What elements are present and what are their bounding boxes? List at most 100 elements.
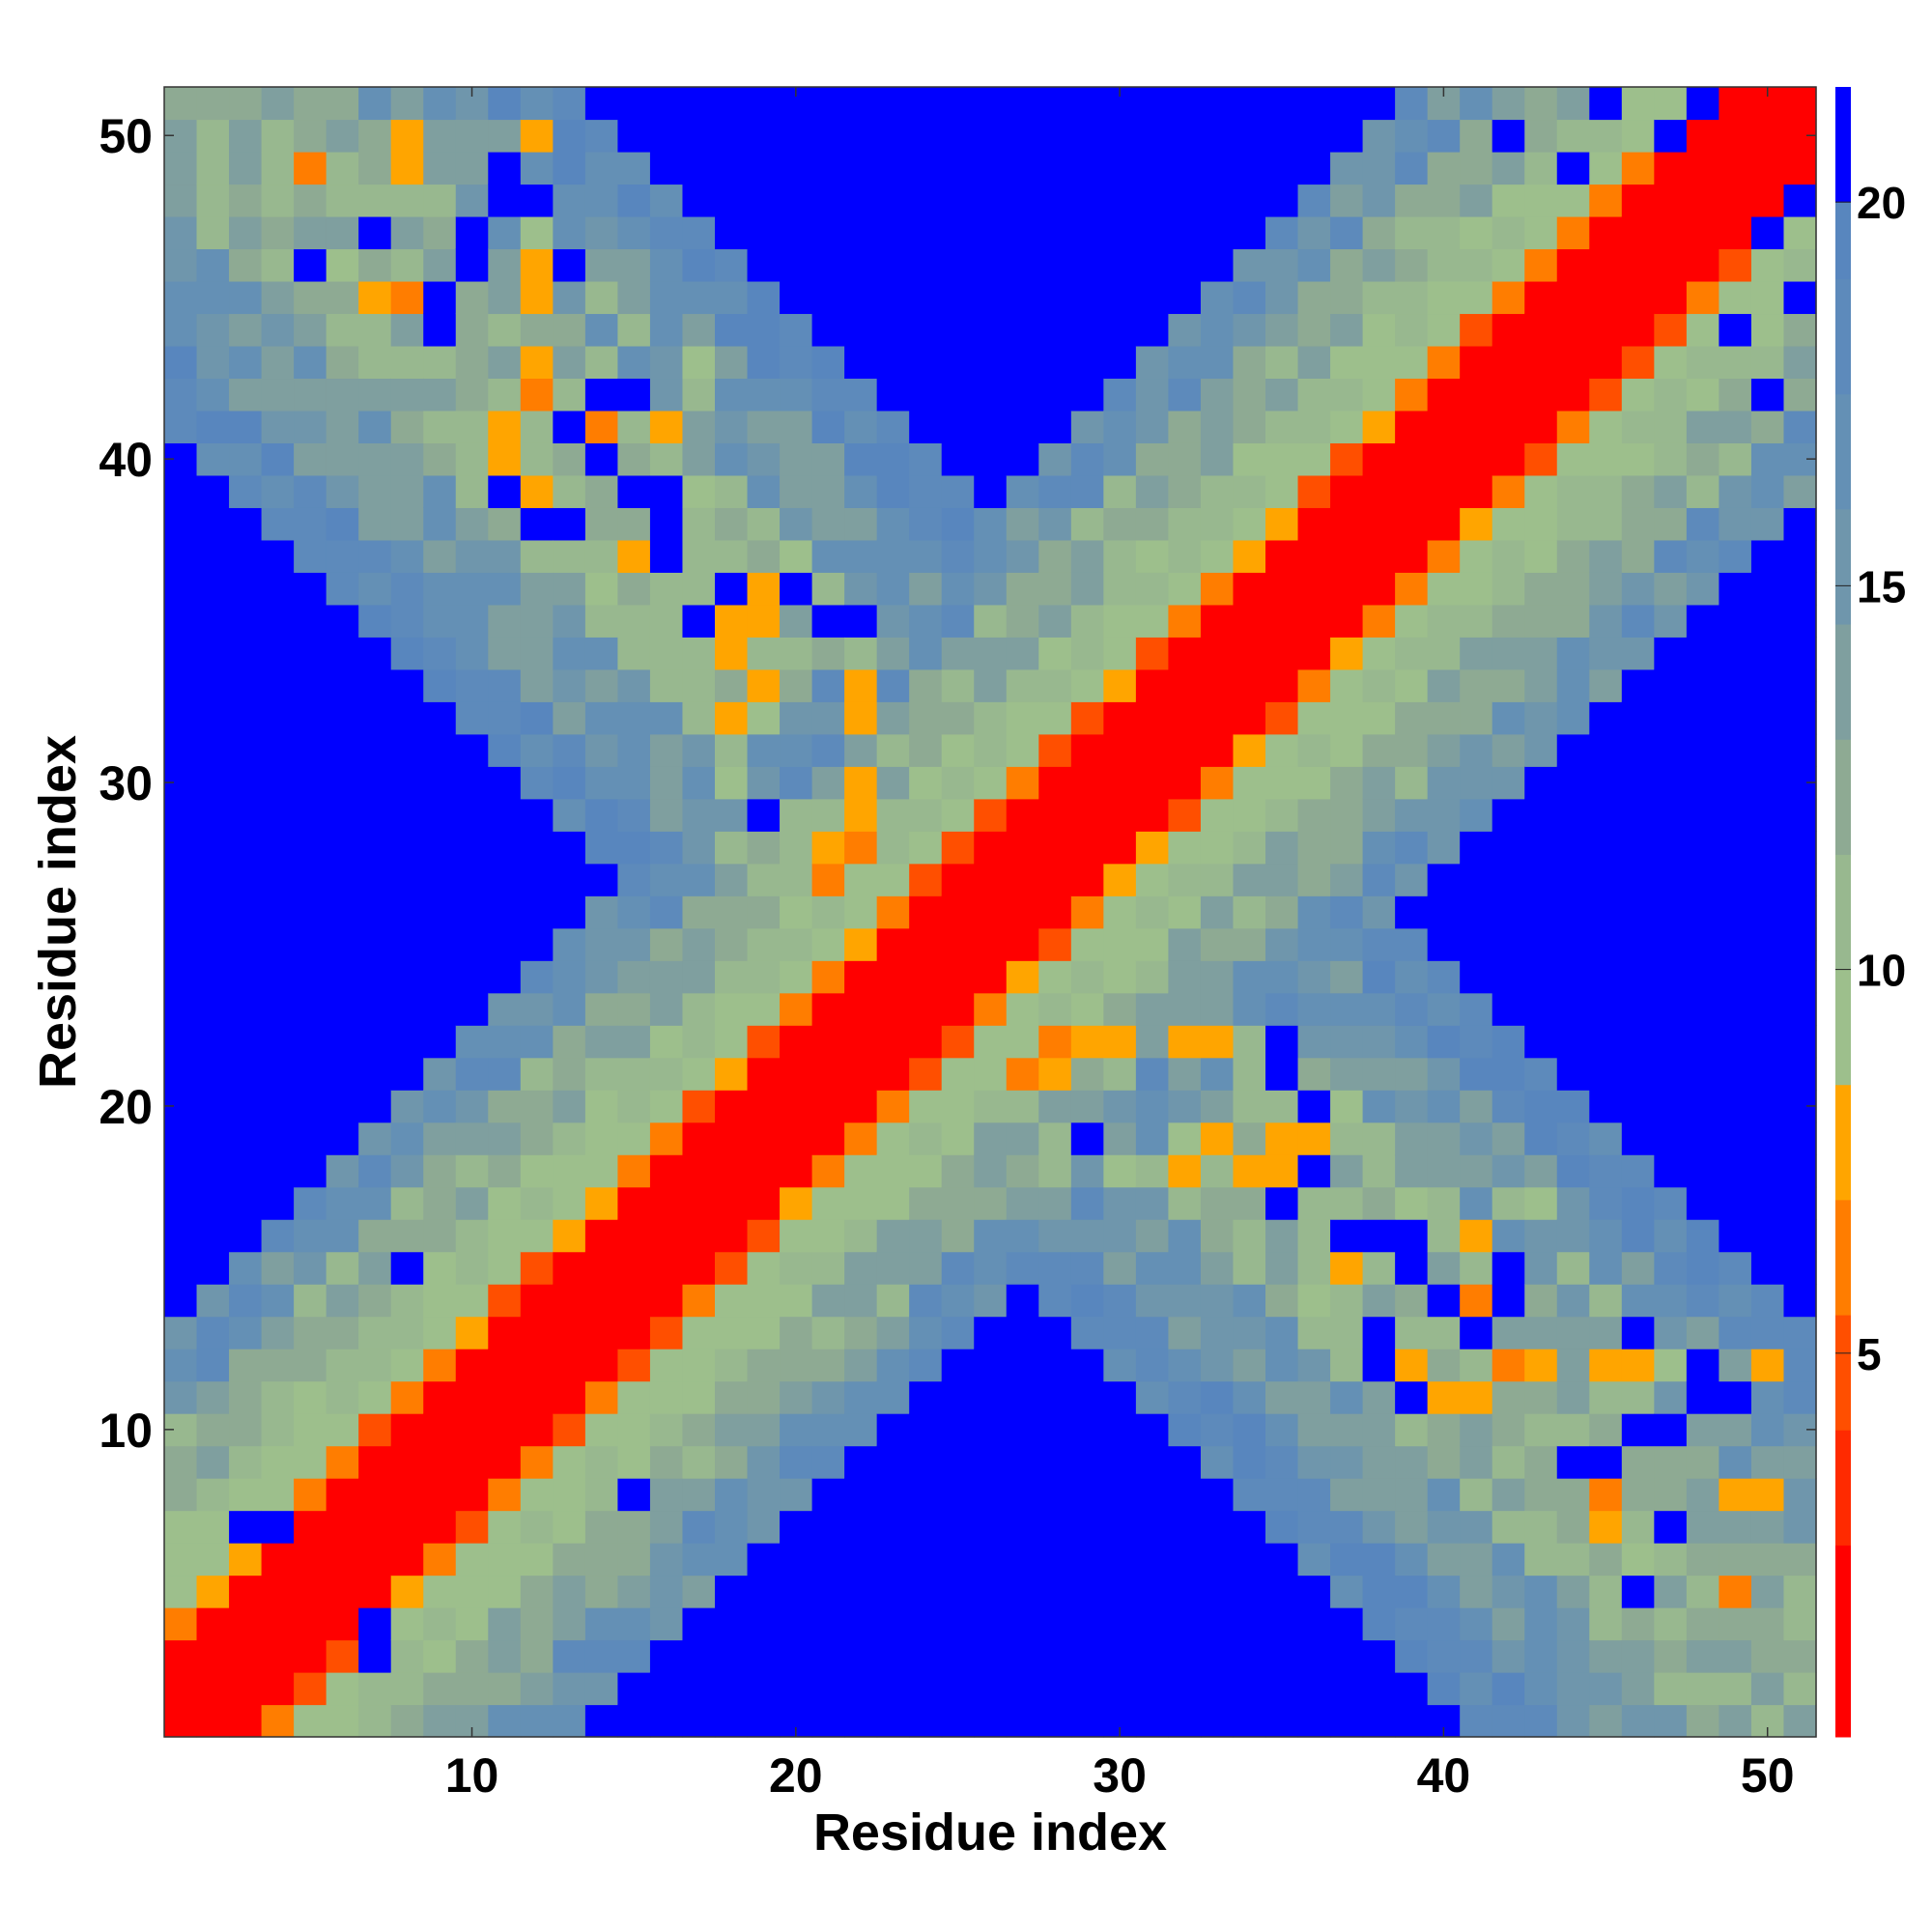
heatmap-cell bbox=[196, 474, 230, 508]
heatmap-cell bbox=[1006, 798, 1039, 832]
heatmap-cell bbox=[682, 701, 716, 735]
heatmap-cell bbox=[1621, 248, 1655, 282]
heatmap-cell bbox=[747, 442, 781, 476]
heatmap-cell bbox=[1038, 248, 1072, 282]
heatmap-cell bbox=[358, 1672, 392, 1706]
heatmap-cell bbox=[1200, 280, 1235, 315]
heatmap-cell bbox=[261, 539, 295, 573]
colorbar-tick-label: 20 bbox=[1857, 178, 1906, 228]
heatmap-cell bbox=[1427, 1445, 1461, 1479]
heatmap-cell bbox=[1070, 184, 1104, 217]
heatmap-cell bbox=[1750, 960, 1785, 994]
heatmap-cell bbox=[358, 87, 392, 121]
heatmap-cell bbox=[196, 1349, 230, 1382]
heatmap-cell bbox=[196, 895, 230, 929]
heatmap-cell bbox=[326, 507, 359, 541]
heatmap-cell bbox=[715, 863, 749, 896]
heatmap-cell bbox=[1686, 1704, 1720, 1738]
heatmap-cell bbox=[1719, 1445, 1752, 1479]
heatmap-cell bbox=[1654, 637, 1688, 670]
heatmap-cell bbox=[1750, 345, 1785, 380]
heatmap-cell bbox=[1200, 992, 1235, 1026]
heatmap-cell bbox=[1621, 701, 1655, 735]
heatmap-cell bbox=[909, 442, 943, 476]
heatmap-cell bbox=[1006, 572, 1039, 606]
heatmap-cell bbox=[649, 87, 684, 121]
heatmap-cell bbox=[1621, 539, 1655, 573]
heatmap-cell bbox=[1362, 184, 1396, 217]
heatmap-cell bbox=[326, 637, 359, 670]
heatmap-cell bbox=[1200, 863, 1235, 896]
heatmap-cell bbox=[1686, 1057, 1720, 1091]
heatmap-cell bbox=[941, 1478, 975, 1512]
heatmap-cell bbox=[715, 1413, 749, 1447]
heatmap-cell bbox=[909, 960, 943, 994]
heatmap-cell bbox=[747, 1543, 781, 1577]
heatmap-cell bbox=[229, 1316, 263, 1350]
heatmap-cell bbox=[1168, 1704, 1202, 1738]
heatmap-cell bbox=[358, 410, 392, 443]
heatmap-cell bbox=[1200, 701, 1235, 735]
heatmap-cell bbox=[682, 151, 716, 185]
heatmap-cell bbox=[876, 151, 910, 185]
heatmap-cell bbox=[909, 248, 943, 282]
heatmap-cell bbox=[1524, 766, 1558, 800]
heatmap-cell bbox=[1427, 410, 1461, 443]
heatmap-cell bbox=[1460, 637, 1493, 670]
heatmap-cell bbox=[617, 1543, 651, 1577]
heatmap-cell bbox=[455, 1445, 489, 1479]
heatmap-cell bbox=[520, 378, 554, 412]
heatmap-cell bbox=[876, 1154, 910, 1188]
heatmap-cell bbox=[1719, 1154, 1752, 1188]
heatmap-cell bbox=[1362, 863, 1396, 896]
heatmap-cell bbox=[1168, 1025, 1202, 1059]
heatmap-cell bbox=[941, 184, 975, 217]
heatmap-cell bbox=[1233, 280, 1266, 315]
heatmap-cell bbox=[520, 1672, 554, 1706]
heatmap-cell bbox=[326, 1122, 359, 1155]
heatmap-cell bbox=[1460, 345, 1493, 380]
heatmap-cell bbox=[1362, 798, 1396, 832]
heatmap-cell bbox=[520, 1704, 554, 1738]
heatmap-cell bbox=[780, 1380, 813, 1414]
heatmap-cell bbox=[1103, 831, 1137, 865]
heatmap-cell bbox=[1427, 184, 1461, 217]
heatmap-cell bbox=[326, 184, 359, 217]
heatmap-cell bbox=[390, 280, 424, 315]
heatmap-cell bbox=[1524, 572, 1558, 606]
heatmap-cell bbox=[941, 1090, 975, 1123]
heatmap-cell bbox=[941, 119, 975, 153]
heatmap-cell bbox=[326, 248, 359, 282]
heatmap-cell bbox=[1330, 1510, 1364, 1544]
heatmap-cell bbox=[844, 1445, 878, 1479]
heatmap-cell bbox=[1330, 1284, 1364, 1318]
heatmap-cell bbox=[1362, 1380, 1396, 1414]
heatmap-cell bbox=[1492, 1154, 1525, 1188]
heatmap-cell bbox=[1621, 1025, 1655, 1059]
heatmap-cell bbox=[1686, 280, 1720, 315]
heatmap-cell bbox=[1654, 733, 1688, 767]
heatmap-cell bbox=[1492, 345, 1525, 380]
heatmap-cell bbox=[455, 1316, 489, 1350]
heatmap-cell bbox=[553, 507, 586, 541]
heatmap-cell bbox=[1265, 151, 1299, 185]
heatmap-cell bbox=[715, 1057, 749, 1091]
heatmap-cell bbox=[1395, 1510, 1429, 1544]
heatmap-cell bbox=[390, 1025, 424, 1059]
heatmap-cell bbox=[941, 927, 975, 961]
heatmap-cell bbox=[1038, 798, 1072, 832]
heatmap-cell bbox=[649, 1349, 684, 1382]
heatmap-cell bbox=[1492, 1445, 1525, 1479]
heatmap-cell bbox=[1750, 1543, 1785, 1577]
heatmap-cell bbox=[747, 863, 781, 896]
heatmap-cell bbox=[780, 378, 813, 412]
heatmap-cell bbox=[780, 280, 813, 315]
heatmap-cell bbox=[1168, 248, 1202, 282]
heatmap-cell bbox=[1297, 701, 1331, 735]
heatmap-cell bbox=[520, 539, 554, 573]
heatmap-cell bbox=[1297, 1122, 1331, 1155]
heatmap-cell bbox=[682, 1186, 716, 1220]
heatmap-cell bbox=[1200, 1510, 1235, 1544]
heatmap-cell bbox=[229, 87, 263, 121]
heatmap-cell bbox=[1006, 637, 1039, 670]
